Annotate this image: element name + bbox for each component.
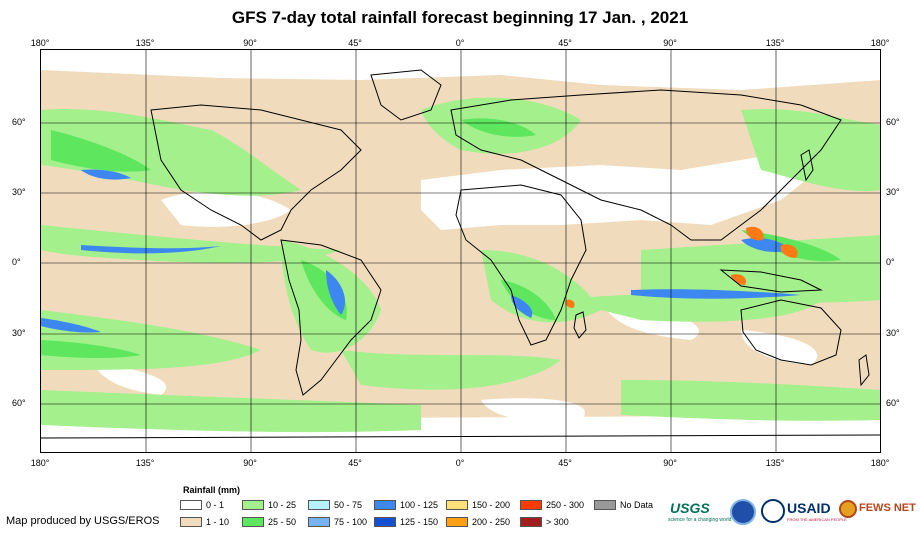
- legend-swatch: [374, 517, 396, 527]
- very-heavy-regions: [41, 169, 801, 333]
- legend-item: 0 - 1: [180, 499, 224, 511]
- legend-label: > 300: [546, 517, 569, 527]
- lon-tick-bottom: 45°: [348, 458, 362, 468]
- legend-label: 50 - 75: [334, 500, 363, 510]
- lon-tick-top: 45°: [558, 38, 572, 48]
- legend-item: 50 - 75: [308, 499, 362, 511]
- map-credit: Map produced by USGS/EROS: [6, 515, 160, 527]
- legend-swatch: [594, 500, 616, 510]
- extreme-rain-regions: [565, 226, 798, 308]
- lon-tick-top: 180°: [870, 38, 890, 48]
- lon-tick-bottom: 135°: [765, 458, 785, 468]
- usaid-logo: USAID FROM THE AMERICAN PEOPLE: [787, 498, 847, 528]
- country-borders: [41, 69, 880, 439]
- lat-tick-left: 0°: [12, 257, 21, 267]
- legend-item: 200 - 250: [446, 516, 510, 528]
- map-canvas: [41, 50, 880, 452]
- fewsnet-logo-text: FEWS NET: [859, 502, 916, 514]
- legend-swatch: [446, 517, 468, 527]
- usgs-tagline: science for a changing world: [668, 517, 732, 523]
- legend-item: 1 - 10: [180, 516, 229, 528]
- lat-tick-left: 60°: [12, 398, 26, 408]
- usgs-logo: USGS science for a changing world: [666, 498, 732, 528]
- heavy-rain-regions: [41, 118, 841, 359]
- legend-swatch: [180, 517, 202, 527]
- legend-swatch: [446, 500, 468, 510]
- lon-tick-bottom: 90°: [663, 458, 677, 468]
- lat-tick-right: 0°: [886, 257, 895, 267]
- usaid-tagline: FROM THE AMERICAN PEOPLE: [787, 517, 847, 522]
- legend-label: 200 - 250: [472, 517, 511, 527]
- legend-item: 10 - 25: [242, 499, 296, 511]
- lon-tick-bottom: 180°: [30, 458, 50, 468]
- fewsnet-emblem: [839, 500, 857, 518]
- legend-item: 25 - 50: [242, 516, 296, 528]
- legend-item: No Data: [594, 499, 653, 511]
- partner-logos: USGS science for a changing world USAID …: [666, 496, 916, 530]
- lat-tick-left: 30°: [12, 328, 26, 338]
- lon-tick-top: 45°: [348, 38, 362, 48]
- graticule: [41, 50, 880, 452]
- lon-tick-bottom: 0°: [455, 458, 465, 468]
- legend-item: > 300: [520, 516, 569, 528]
- legend-swatch: [520, 517, 542, 527]
- lon-tick-top: 135°: [765, 38, 785, 48]
- legend-swatch: [242, 517, 264, 527]
- legend-item: 75 - 100: [308, 516, 367, 528]
- lat-tick-right: 60°: [886, 117, 900, 127]
- lon-tick-top: 90°: [663, 38, 677, 48]
- legend-title: Rainfall (mm): [183, 485, 241, 495]
- lon-tick-bottom: 180°: [870, 458, 890, 468]
- lat-tick-right: 30°: [886, 328, 900, 338]
- lon-tick-top: 180°: [30, 38, 50, 48]
- lon-tick-bottom: 135°: [135, 458, 155, 468]
- legend-swatch: [374, 500, 396, 510]
- usgs-logo-text: USGS: [670, 500, 710, 516]
- noaa-logo: [730, 499, 756, 525]
- legend-label: 150 - 200: [472, 500, 511, 510]
- usaid-logo-text: USAID: [787, 500, 831, 516]
- lon-tick-bottom: 45°: [558, 458, 572, 468]
- legend-label: 75 - 100: [334, 517, 368, 527]
- legend-label: 100 - 125: [400, 500, 439, 510]
- usaid-seal: [761, 499, 785, 523]
- legend-item: 150 - 200: [446, 499, 510, 511]
- rainfall-map: [40, 49, 881, 453]
- legend-swatch: [520, 500, 542, 510]
- legend-label: 0 - 1: [206, 500, 225, 510]
- lon-tick-top: 135°: [135, 38, 155, 48]
- legend-item: 250 - 300: [520, 499, 584, 511]
- legend-label: 125 - 150: [400, 517, 439, 527]
- legend: 0 - 1 1 - 10 10 - 25 25 - 50 50 - 75 75 …: [180, 499, 660, 533]
- fewsnet-logo: FEWS NET: [839, 498, 917, 528]
- lat-tick-right: 60°: [886, 398, 900, 408]
- legend-item: 100 - 125: [374, 499, 438, 511]
- legend-swatch: [308, 517, 330, 527]
- lat-tick-left: 30°: [12, 187, 26, 197]
- lat-tick-left: 60°: [12, 117, 26, 127]
- legend-label: 1 - 10: [206, 517, 230, 527]
- lon-tick-top: 0°: [455, 38, 465, 48]
- legend-swatch: [242, 500, 264, 510]
- legend-label: 10 - 25: [268, 500, 297, 510]
- legend-label: 25 - 50: [268, 517, 297, 527]
- legend-swatch: [308, 500, 330, 510]
- legend-swatch: [180, 500, 202, 510]
- map-title: GFS 7-day total rainfall forecast beginn…: [231, 8, 689, 27]
- lat-tick-right: 30°: [886, 187, 900, 197]
- legend-label: No Data: [620, 500, 654, 510]
- lon-tick-top: 90°: [243, 38, 257, 48]
- lon-tick-bottom: 90°: [243, 458, 257, 468]
- legend-label: 250 - 300: [546, 500, 585, 510]
- legend-item: 125 - 150: [374, 516, 438, 528]
